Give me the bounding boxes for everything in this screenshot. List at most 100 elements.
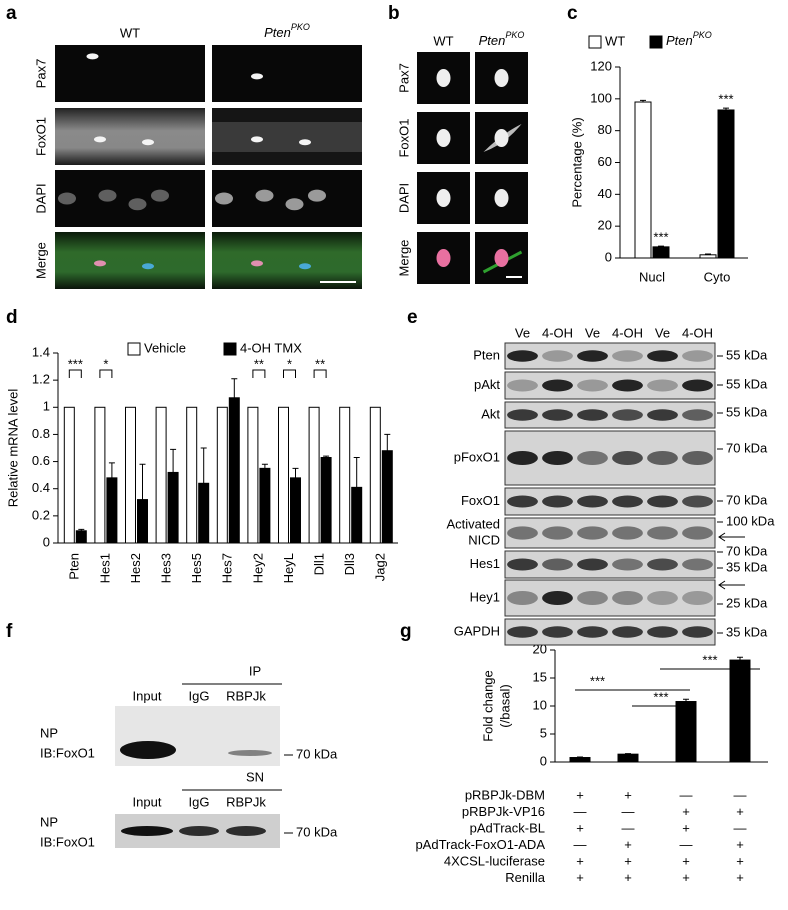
band	[577, 558, 608, 571]
x-tick-label: Dll3	[342, 553, 357, 575]
band	[682, 379, 713, 392]
mw-marker: 70 kDa	[726, 543, 768, 558]
condition-sign: —	[574, 804, 587, 819]
condition-sign: +	[736, 837, 744, 852]
legend-label: Vehicle	[144, 340, 186, 355]
micrograph	[55, 170, 205, 227]
band	[612, 495, 643, 508]
significance: ***	[702, 652, 717, 667]
x-tick-label: Hey2	[250, 553, 265, 583]
column-header: WT	[120, 25, 140, 40]
blot-label: Hey1	[470, 589, 500, 604]
significance: *	[287, 356, 292, 371]
error-bar	[323, 455, 330, 458]
panel-label: b	[388, 3, 400, 24]
y-tick-label: 60	[598, 154, 612, 169]
mw-marker: 70 kDa	[296, 824, 338, 839]
y-tick-label: 0	[43, 534, 50, 549]
x-tick-label: Jag2	[373, 553, 388, 581]
band	[647, 409, 678, 421]
error-bar	[625, 753, 631, 755]
mw-marker: 55 kDa	[726, 347, 768, 362]
band	[612, 526, 643, 540]
nucleus	[58, 192, 76, 205]
arrow	[718, 580, 745, 590]
row-label: DAPI	[33, 183, 48, 213]
error-bar	[170, 448, 177, 473]
error-bar	[108, 462, 115, 478]
band	[507, 558, 538, 571]
nucleus	[308, 189, 326, 202]
nucleus	[151, 189, 169, 202]
legend-label: WT	[605, 33, 625, 48]
blot-label: FoxO1	[461, 493, 500, 508]
mw-marker: 100 kDa	[726, 513, 775, 528]
fiber	[212, 122, 362, 152]
y-tick-label: 100	[590, 90, 612, 105]
mw-marker: 70 kDa	[726, 440, 768, 455]
nucleus	[128, 198, 147, 211]
band	[507, 451, 538, 465]
bar	[652, 246, 670, 259]
blot	[504, 371, 716, 400]
bar	[339, 406, 351, 544]
legend-swatch	[127, 342, 141, 356]
band	[647, 626, 678, 638]
bar	[308, 406, 320, 544]
bar	[75, 530, 87, 544]
bar	[699, 254, 717, 259]
nucleus	[299, 263, 311, 270]
condition-sign: —	[622, 820, 635, 835]
condition-sign: +	[736, 804, 744, 819]
error-bar	[200, 447, 207, 484]
nucleus	[494, 249, 509, 267]
blot-label: NP	[40, 725, 58, 740]
y-tick-label: 1.4	[32, 344, 50, 359]
panel-label: c	[567, 3, 578, 24]
band	[647, 451, 678, 465]
condition-sign: +	[576, 787, 584, 802]
y-tick-label: 0	[605, 249, 612, 264]
bar	[94, 406, 106, 544]
band	[507, 495, 538, 508]
blot-label: Hes1	[470, 556, 500, 571]
condition-label: pAdTrack-FoxO1-ADA	[415, 837, 545, 852]
nucleus	[436, 189, 451, 207]
error-bar	[231, 378, 238, 398]
blot-label: IB:FoxO1	[40, 834, 95, 849]
error-bar	[292, 467, 299, 478]
row-label: Pax7	[33, 59, 48, 89]
condition-label: pAdTrack-BL	[470, 820, 545, 835]
x-tick-label: Nucl	[639, 269, 665, 284]
band	[612, 379, 643, 392]
nucleus	[142, 139, 154, 146]
condition-sign: +	[624, 837, 632, 852]
lane-label: IgG	[189, 794, 210, 809]
condition-sign: —	[734, 787, 747, 802]
band	[577, 526, 608, 540]
bracket	[252, 369, 266, 378]
blot-label: pAkt	[474, 377, 500, 392]
x-tick-label: Hes2	[128, 553, 143, 583]
lane-label: Input	[133, 794, 162, 809]
bar	[125, 406, 136, 544]
blot	[504, 487, 716, 516]
band	[507, 379, 538, 392]
x-tick-label: HeyL	[281, 553, 296, 583]
band	[542, 626, 573, 638]
x-tick-label: Hes7	[220, 553, 235, 583]
condition-sign: —	[680, 787, 693, 802]
condition-sign: +	[576, 870, 584, 885]
blot-label: Akt	[481, 406, 500, 421]
bar	[259, 467, 271, 544]
condition-sign: +	[624, 853, 632, 868]
band	[542, 409, 573, 421]
band	[577, 379, 608, 392]
band	[542, 495, 573, 508]
band	[507, 526, 538, 540]
x-tick-label: Dll1	[312, 553, 327, 575]
error-bar	[683, 698, 689, 702]
bar	[634, 101, 652, 259]
bar	[717, 109, 735, 259]
lane-label: Ve	[515, 325, 530, 340]
